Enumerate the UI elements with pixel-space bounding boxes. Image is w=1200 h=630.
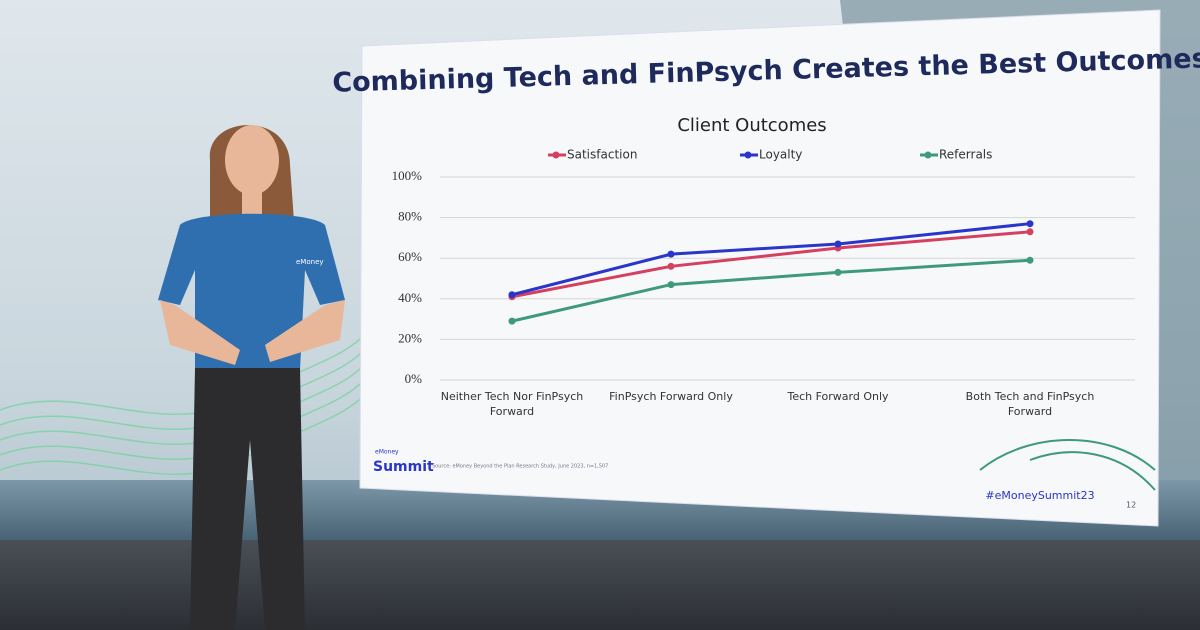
data-point	[834, 240, 842, 248]
x-tick-label: Neither Tech Nor FinPsych Forward	[441, 390, 584, 418]
x-tick-label: Tech Forward Only	[786, 390, 889, 403]
y-tick-label: 60%	[398, 249, 422, 264]
series-line	[511, 230, 1031, 299]
data-point	[667, 281, 675, 289]
shirt-text: eMoney	[296, 258, 324, 266]
y-tick-label: 0%	[405, 371, 423, 386]
hashtag: #eMoneySummit23	[985, 489, 1094, 502]
presenter: eMoney	[158, 125, 345, 630]
legend-label: Loyalty	[759, 148, 802, 162]
logo: Summit	[373, 459, 434, 475]
legend-marker	[552, 151, 560, 159]
chart: Client Outcomes 0% 20% 40% 60% 80% 100% Neither…	[392, 115, 1135, 418]
data-point	[667, 250, 675, 258]
data-point	[1026, 220, 1034, 228]
data-point	[508, 317, 516, 325]
chart-title: Client Outcomes	[677, 115, 826, 136]
data-point	[1026, 256, 1034, 264]
series-line	[511, 258, 1031, 323]
data-point	[834, 268, 842, 276]
logo-small: eMoney	[375, 449, 399, 456]
data-point	[1026, 228, 1034, 236]
y-tick-label: 40%	[398, 290, 422, 305]
slide-decor	[979, 439, 1156, 491]
legend-marker	[924, 151, 932, 159]
legend-marker	[744, 151, 752, 159]
legend-label: Satisfaction	[567, 148, 637, 162]
x-tick-label: Both Tech and FinPsych Forward	[966, 390, 1095, 418]
source-note: Source: eMoney Beyond the Plan Research …	[432, 464, 608, 470]
data-point	[508, 291, 516, 299]
slide	[359, 9, 1161, 527]
y-tick-label: 80%	[398, 209, 422, 224]
x-tick-label: FinPsych Forward Only	[609, 390, 733, 403]
stage-floor	[0, 540, 1200, 630]
legend-label: Referrals	[939, 148, 992, 162]
page-number: 12	[1126, 501, 1136, 510]
data-point	[667, 262, 675, 270]
y-tick-label: 100%	[392, 168, 423, 183]
series-line	[511, 222, 1031, 297]
y-tick-label: 20%	[398, 330, 422, 345]
